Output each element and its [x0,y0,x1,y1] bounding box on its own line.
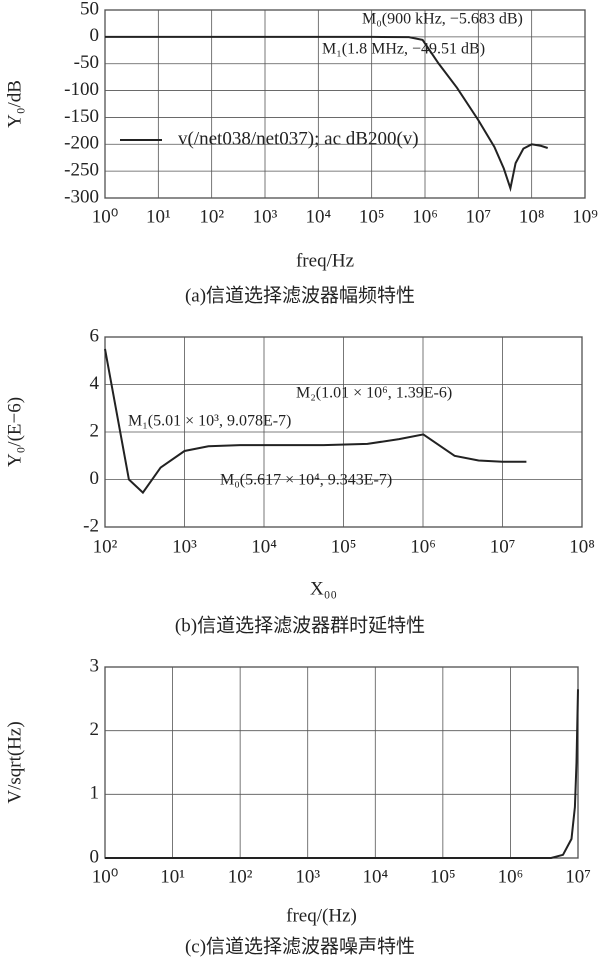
y-tick-label: 6 [90,325,100,346]
y-axis-label: Y₀/dB [4,80,25,128]
data-line [104,348,527,495]
y-tick-label: 0 [90,846,100,867]
x-tick-label: 10⁹ [572,206,598,227]
x-axis-label: freq/(Hz) [286,905,357,926]
y-tick-label: -100 [64,79,99,100]
x-tick-label: 10⁶ [410,536,436,557]
plot-area [104,9,586,199]
x-tick-label: 10¹ [160,866,185,887]
y-axis-label: V/sqrt(Hz) [4,721,25,803]
y-tick-label: -300 [64,186,99,207]
x-tick-label: 10⁵ [359,206,385,227]
marker-annotation: M₁(5.01 × 10³, 9.078E-7) [128,413,291,430]
x-tick-label: 10⁴ [362,866,388,887]
data-line [105,35,549,193]
marker-annotation: M₂(1.01 × 10⁶, 1.39E-6) [296,385,452,402]
caption: (b)信道选择滤波器群时延特性 [175,614,425,636]
caption: (c)信道选择滤波器噪声特性 [185,935,415,957]
x-tick-label: 10⁵ [430,866,456,887]
x-tick-label: 10⁷ [490,536,516,557]
data-line [105,689,579,859]
y-tick-label: 0 [90,25,100,46]
x-tick-label: 10³ [295,866,320,887]
legend-label: v(/net038/net037); ac dB200(v) [178,128,419,149]
x-tick-label: 10⁷ [466,206,492,227]
x-tick-label: 10⁵ [331,536,357,557]
x-tick-label: 10⁴ [251,536,277,557]
x-tick-label: 10⁴ [306,206,332,227]
y-tick-label: 1 [90,783,100,804]
y-tick-label: 2 [90,719,100,740]
marker-annotation: M₁(1.8 MHz, −49.51 dB) [322,41,485,58]
y-tick-label: -150 [64,106,99,127]
y-tick-label: -2 [83,515,99,536]
caption: (a)信道选择滤波器幅频特性 [185,284,415,306]
x-tick-label: 10² [199,206,224,227]
y-tick-label: 50 [80,0,99,19]
x-tick-label: 10⁸ [519,206,545,227]
y-tick-label: 4 [90,373,100,394]
y-tick-label: -50 [74,52,99,73]
x-tick-label: 10⁸ [569,536,595,557]
marker-annotation: M₀(900 kHz, −5.683 dB) [362,11,523,28]
x-tick-label: 10¹ [146,206,171,227]
y-tick-label: 0 [90,468,100,489]
x-tick-label: 10² [93,536,118,557]
marker-annotation: M₀(5.617 × 10⁴, 9.343E-7) [220,472,392,489]
x-tick-label: 10³ [172,536,197,557]
x-axis-label: freq/Hz [296,250,354,271]
x-tick-label: 10⁰ [92,206,119,227]
plot-area [104,666,579,859]
y-tick-label: 3 [90,655,100,676]
y-tick-label: 2 [90,420,100,441]
x-tick-label: 10³ [253,206,278,227]
x-tick-label: 10⁶ [412,206,438,227]
x-tick-label: 10⁶ [498,866,524,887]
x-tick-label: 10⁰ [92,866,119,887]
x-tick-label: 10⁷ [565,866,591,887]
x-axis-label: X₀₀ [310,578,337,599]
y-tick-label: -200 [64,133,99,154]
x-tick-label: 10² [228,866,253,887]
y-axis-label: Y₀/(E−6) [4,397,25,467]
y-tick-label: -250 [64,160,99,181]
